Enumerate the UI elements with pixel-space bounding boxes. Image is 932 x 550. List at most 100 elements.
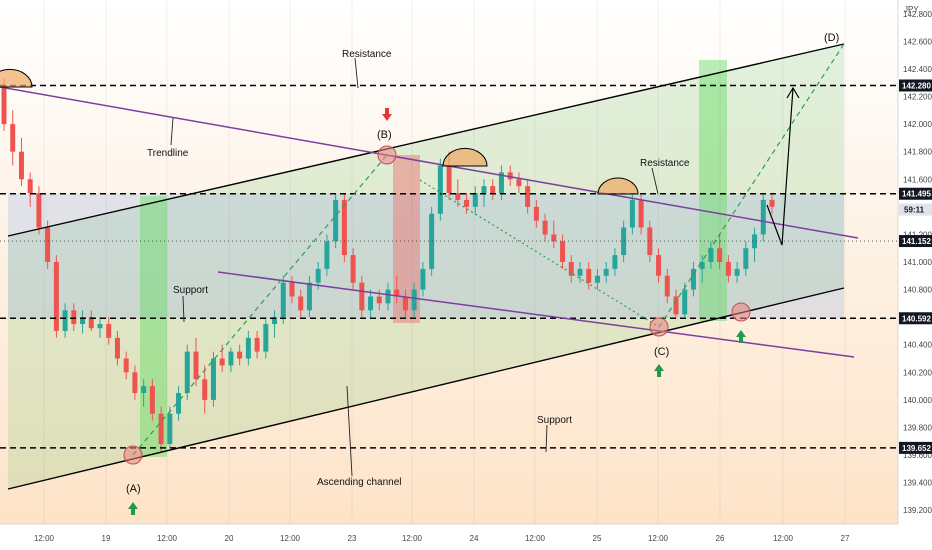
candle-body bbox=[603, 268, 609, 276]
descending-trendline[interactable] bbox=[0, 86, 859, 239]
candle-body bbox=[359, 282, 365, 311]
candle bbox=[106, 317, 112, 345]
candle-body bbox=[80, 317, 86, 325]
x-tick-label: 25 bbox=[593, 534, 602, 543]
candle bbox=[359, 275, 365, 318]
candle bbox=[577, 262, 583, 283]
candle bbox=[472, 186, 478, 214]
candle bbox=[516, 172, 522, 194]
candle-body bbox=[420, 268, 426, 290]
wave-dot-bc[interactable] bbox=[419, 179, 660, 328]
candle bbox=[673, 289, 679, 318]
candle bbox=[280, 275, 286, 325]
candle-body bbox=[53, 262, 59, 331]
channel-upper-line[interactable] bbox=[7, 43, 845, 237]
x-tick-label: 23 bbox=[348, 534, 357, 543]
candle-body bbox=[280, 282, 286, 318]
candle-body bbox=[123, 358, 129, 373]
candle bbox=[717, 234, 723, 269]
candle-body bbox=[245, 337, 251, 359]
candle-body bbox=[219, 358, 225, 366]
candle-body bbox=[368, 296, 374, 311]
pivot-circle bbox=[123, 445, 143, 465]
candle-body bbox=[743, 248, 749, 269]
resistance-top-label: Resistance bbox=[342, 49, 392, 60]
candle-body bbox=[638, 199, 644, 228]
ascending-channel-label: Ascending channel bbox=[317, 477, 402, 488]
y-tick-label: 140.000 bbox=[903, 396, 932, 405]
price-level-tag-text: 142.280 bbox=[902, 81, 931, 90]
candle-body bbox=[542, 220, 548, 235]
candle-body bbox=[158, 413, 164, 445]
y-tick-label: 140.400 bbox=[903, 341, 932, 350]
candle-body bbox=[717, 248, 723, 262]
price-level-tag bbox=[899, 79, 932, 92]
countdown-tag-text: 59:11 bbox=[904, 206, 925, 215]
candle bbox=[45, 220, 51, 269]
candle bbox=[132, 365, 138, 400]
wave-dash-ab[interactable] bbox=[132, 154, 388, 456]
candle bbox=[324, 234, 330, 276]
x-tick-label: 12:00 bbox=[773, 534, 794, 543]
candle-body bbox=[263, 324, 269, 352]
candle-body bbox=[533, 206, 539, 221]
drawing-lines-layer[interactable] bbox=[0, 43, 898, 515]
projection-arrow-head[interactable] bbox=[786, 86, 800, 99]
candle bbox=[254, 330, 260, 359]
candle-body bbox=[36, 193, 42, 228]
candle bbox=[533, 199, 539, 228]
time-axis[interactable]: 12:00 19 12:00 20 12:00 23 12:00 24 12:00 25 12:00… bbox=[0, 523, 898, 550]
candle-body bbox=[577, 268, 583, 276]
candle-body bbox=[1, 85, 7, 125]
candle-body bbox=[647, 227, 653, 256]
candle bbox=[760, 193, 766, 242]
range-zone bbox=[8, 193, 844, 319]
candle bbox=[560, 234, 566, 269]
y-tick-label: 142.000 bbox=[903, 120, 932, 129]
point-b-label: (B) bbox=[377, 129, 392, 141]
candle bbox=[80, 310, 86, 334]
candle-body bbox=[411, 289, 417, 311]
candle bbox=[53, 255, 59, 338]
candle bbox=[769, 193, 775, 214]
price-level-tag bbox=[899, 312, 932, 325]
channel-lower-line[interactable] bbox=[7, 287, 845, 490]
projection-path[interactable] bbox=[766, 87, 794, 246]
annotations-layer: Resistance Resistance Trendline Support … bbox=[126, 32, 839, 495]
point-d-label: (D) bbox=[824, 32, 839, 44]
candle-body bbox=[350, 255, 356, 283]
annotation-pointer bbox=[346, 385, 353, 477]
point-a-label: (A) bbox=[126, 483, 141, 495]
candle-body bbox=[455, 193, 461, 200]
candle-body bbox=[132, 372, 138, 393]
price-level-tag-text: 141.495 bbox=[902, 190, 931, 199]
candle-body bbox=[45, 227, 51, 262]
last-price-tag bbox=[899, 235, 932, 248]
candle-body bbox=[612, 255, 618, 269]
plot-background bbox=[0, 0, 898, 524]
candle bbox=[88, 310, 94, 331]
y-tick-label: 141.800 bbox=[903, 148, 932, 157]
candle bbox=[394, 275, 400, 304]
candle-body bbox=[141, 386, 147, 393]
candle bbox=[202, 365, 208, 414]
candle bbox=[123, 351, 129, 380]
y-tick-label: 139.800 bbox=[903, 423, 932, 432]
price-axis[interactable]: JPY 139.200139.400139.600139.800140.0001… bbox=[897, 0, 932, 550]
x-tick-label: 20 bbox=[225, 534, 234, 543]
candle-body bbox=[769, 199, 775, 207]
candle-body bbox=[446, 165, 452, 194]
candle bbox=[10, 110, 16, 166]
y-tick-label: 142.800 bbox=[903, 10, 932, 19]
price-level-tag bbox=[899, 441, 932, 454]
ascending-channel-fill bbox=[8, 44, 844, 489]
wave-dash-cd[interactable] bbox=[658, 43, 845, 328]
support-trendline[interactable] bbox=[217, 271, 855, 358]
candle-body bbox=[725, 262, 731, 276]
x-tick-label: 27 bbox=[841, 534, 850, 543]
resistance-arc-highlight bbox=[0, 68, 33, 88]
candle-body bbox=[507, 172, 513, 180]
candle bbox=[402, 289, 408, 318]
x-tick-label: 12:00 bbox=[34, 534, 55, 543]
